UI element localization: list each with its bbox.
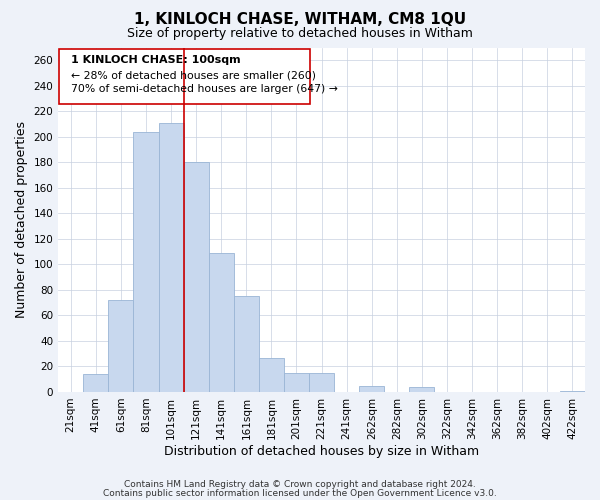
Text: 1, KINLOCH CHASE, WITHAM, CM8 1QU: 1, KINLOCH CHASE, WITHAM, CM8 1QU <box>134 12 466 28</box>
Text: 1 KINLOCH CHASE: 100sqm: 1 KINLOCH CHASE: 100sqm <box>71 55 241 65</box>
Bar <box>184 162 209 392</box>
Bar <box>209 253 234 392</box>
Bar <box>158 123 184 392</box>
Text: 70% of semi-detached houses are larger (647) →: 70% of semi-detached houses are larger (… <box>71 84 338 94</box>
Y-axis label: Number of detached properties: Number of detached properties <box>15 121 28 318</box>
Bar <box>83 374 109 392</box>
Bar <box>409 387 434 392</box>
Bar <box>234 296 259 392</box>
Bar <box>133 132 158 392</box>
Bar <box>309 373 334 392</box>
Text: Contains HM Land Registry data © Crown copyright and database right 2024.: Contains HM Land Registry data © Crown c… <box>124 480 476 489</box>
Bar <box>560 390 585 392</box>
Text: ← 28% of detached houses are smaller (260): ← 28% of detached houses are smaller (26… <box>71 70 316 81</box>
Text: Contains public sector information licensed under the Open Government Licence v3: Contains public sector information licen… <box>103 489 497 498</box>
FancyBboxPatch shape <box>59 49 310 104</box>
X-axis label: Distribution of detached houses by size in Witham: Distribution of detached houses by size … <box>164 444 479 458</box>
Bar <box>109 300 133 392</box>
Bar <box>359 386 385 392</box>
Bar <box>284 373 309 392</box>
Bar <box>259 358 284 392</box>
Text: Size of property relative to detached houses in Witham: Size of property relative to detached ho… <box>127 28 473 40</box>
